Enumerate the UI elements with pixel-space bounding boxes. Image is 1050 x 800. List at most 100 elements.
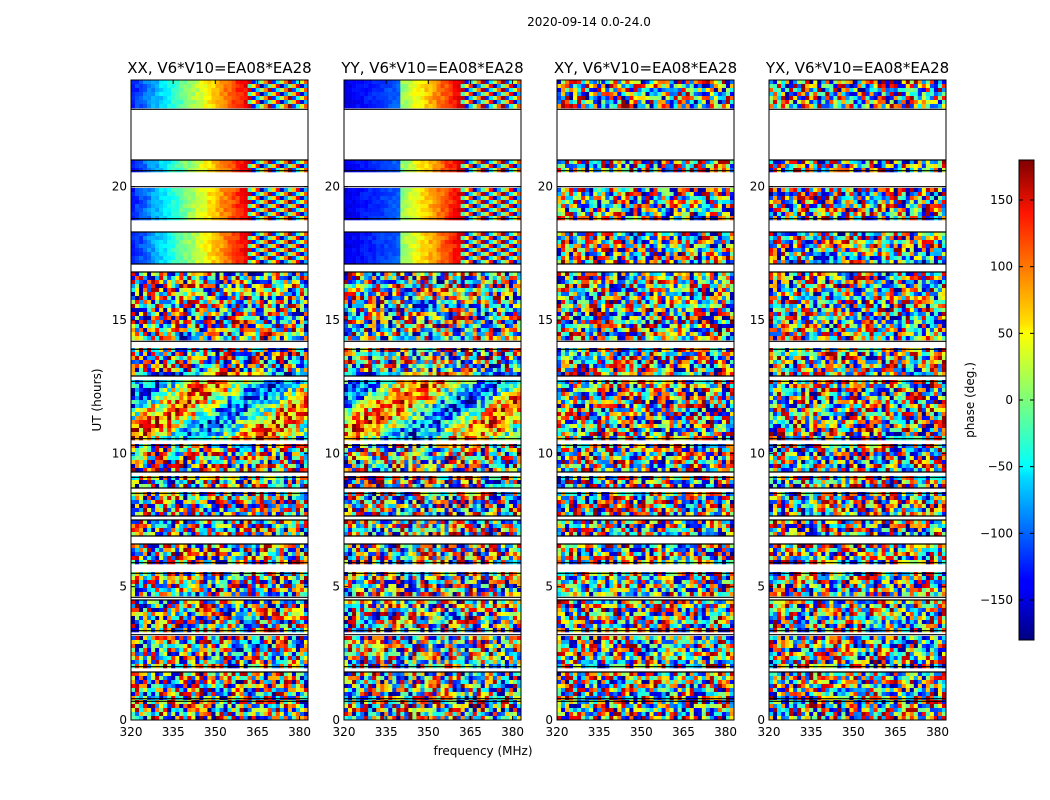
phase-cell [131, 236, 136, 241]
phase-cell [151, 252, 156, 257]
phase-cell [155, 304, 160, 309]
phase-cell [263, 320, 269, 325]
phase-cell [243, 400, 248, 405]
phase-cell [183, 504, 188, 509]
phase-cell [147, 512, 152, 517]
phase-cell [175, 252, 180, 257]
phase-cell [295, 620, 301, 625]
phase-cell [163, 260, 168, 265]
phase-cell [187, 252, 192, 257]
phase-cell [139, 532, 144, 537]
phase-cell [255, 444, 261, 449]
phase-cell [243, 336, 248, 341]
phase-cell [131, 308, 136, 313]
phase-cells [131, 80, 309, 721]
phase-cell [199, 352, 204, 357]
phase-cell [183, 572, 188, 577]
phase-cell [167, 572, 172, 577]
phase-cell [143, 288, 148, 293]
phase-cell [295, 480, 301, 485]
phase-cell [191, 544, 196, 549]
phase-cell [191, 548, 196, 553]
phase-cell [135, 100, 140, 105]
phase-cell [295, 420, 301, 425]
phase-cell [163, 100, 168, 105]
phase-cell [203, 384, 208, 389]
phase-cell [207, 208, 212, 213]
phase-cell [155, 424, 160, 429]
phase-cell [171, 284, 176, 289]
phase-cell [247, 608, 252, 613]
phase-cell [199, 348, 204, 353]
phase-cell [251, 476, 256, 481]
phase-cell [135, 316, 140, 321]
phase-cell [199, 528, 204, 533]
phase-cell [227, 612, 232, 617]
phase-cell [263, 620, 269, 625]
phase-cell [287, 396, 293, 401]
phase-cell [227, 80, 232, 85]
phase-cell [259, 408, 265, 413]
phase-cell [259, 200, 265, 205]
phase-cell [231, 464, 236, 469]
phase-cell [191, 312, 196, 317]
phase-cell [159, 408, 164, 413]
phase-cell [295, 244, 301, 249]
phase-cell [203, 672, 208, 677]
phase-cell [219, 232, 224, 237]
phase-cell [143, 424, 148, 429]
phase-cell [299, 200, 305, 205]
phase-cell [199, 276, 204, 281]
phase-cell [275, 420, 281, 425]
phase-cell [259, 292, 265, 297]
phase-cell [139, 244, 144, 249]
phase-cell [231, 428, 236, 433]
phase-cell [259, 356, 265, 361]
phase-cell [231, 212, 236, 217]
phase-cell [211, 444, 216, 449]
phase-cell [207, 524, 212, 529]
phase-cell [279, 276, 285, 281]
phase-cell [251, 352, 256, 357]
phase-cell [279, 232, 285, 237]
phase-cell [211, 332, 216, 337]
phase-cell [183, 624, 188, 629]
phase-cell [215, 484, 220, 489]
phase-cell [251, 672, 256, 677]
phase-cell [131, 248, 136, 253]
phase-cell [171, 480, 176, 485]
phase-cell [251, 580, 256, 585]
phase-cell [299, 640, 305, 645]
phase-cell [223, 160, 228, 165]
phase-cell [267, 652, 273, 657]
phase-cell [203, 420, 208, 425]
phase-cell [203, 624, 208, 629]
phase-cell [279, 464, 285, 469]
phase-cell [199, 448, 204, 453]
phase-cell [231, 88, 236, 93]
phase-cell [151, 500, 156, 505]
phase-cell [267, 576, 273, 581]
phase-cell [143, 492, 148, 497]
phase-cell [275, 276, 281, 281]
phase-cell [271, 244, 277, 249]
phase-cell [303, 284, 309, 289]
phase-cell [247, 380, 252, 385]
phase-cell [183, 288, 188, 293]
phase-cell [271, 404, 277, 409]
phase-cell [283, 544, 289, 549]
phase-cell [299, 312, 305, 317]
phase-cell [291, 508, 297, 513]
phase-cell [199, 660, 204, 665]
phase-cell [243, 672, 248, 677]
phase-cell [151, 204, 156, 209]
phase-cell [255, 204, 261, 209]
phase-cell [287, 300, 293, 305]
phase-cell [155, 580, 160, 585]
phase-cell [191, 452, 196, 457]
phase-cell [231, 468, 236, 473]
phase-cell [195, 164, 200, 169]
phase-cell [191, 656, 196, 661]
phase-cell [279, 324, 285, 329]
phase-cell [223, 336, 228, 341]
